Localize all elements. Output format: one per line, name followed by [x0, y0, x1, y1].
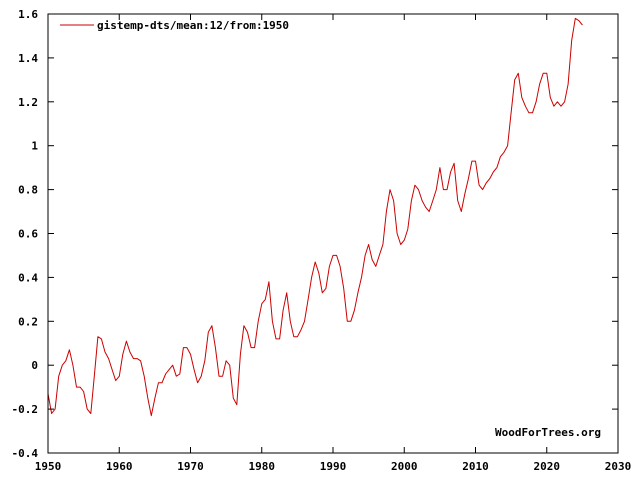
- x-tick-label: 1980: [249, 460, 276, 473]
- legend: gistemp-dts/mean:12/from:1950: [60, 19, 289, 32]
- x-tick-label: 1950: [35, 460, 62, 473]
- x-axis: 1950 1960 1970 1980 1990 2000 2010 2020 2030: [35, 14, 632, 473]
- y-tick-label: 0.4: [18, 271, 38, 284]
- legend-label: gistemp-dts/mean:12/from:1950: [97, 19, 289, 32]
- series-layer: [47, 17, 583, 417]
- y-tick-label: 1.2: [18, 96, 38, 109]
- y-tick-label: 0.8: [18, 184, 38, 197]
- y-axis: -0.4 -0.2 0 0.2 0.4 0.6 0.8 1 1.2 1.4 1.6: [12, 8, 618, 460]
- watermark-text: WoodForTrees.org: [495, 426, 601, 439]
- y-tick-label: -0.4: [12, 447, 39, 460]
- x-tick-label: 2030: [605, 460, 632, 473]
- x-tick-label: 2020: [534, 460, 561, 473]
- y-tick-label: -0.2: [12, 403, 39, 416]
- y-tick-label: 0.2: [18, 315, 38, 328]
- y-tick-label: 1.6: [18, 8, 38, 21]
- x-tick-label: 2010: [462, 460, 489, 473]
- y-tick-label: 0.6: [18, 228, 38, 241]
- x-tick-label: 1960: [106, 460, 133, 473]
- x-tick-label: 1970: [177, 460, 204, 473]
- x-tick-label: 1990: [320, 460, 347, 473]
- y-tick-label: 1.4: [18, 52, 38, 65]
- y-tick-label: 0: [31, 359, 38, 372]
- series-line: [47, 17, 583, 417]
- x-tick-label: 2000: [391, 460, 418, 473]
- y-tick-label: 1: [31, 140, 38, 153]
